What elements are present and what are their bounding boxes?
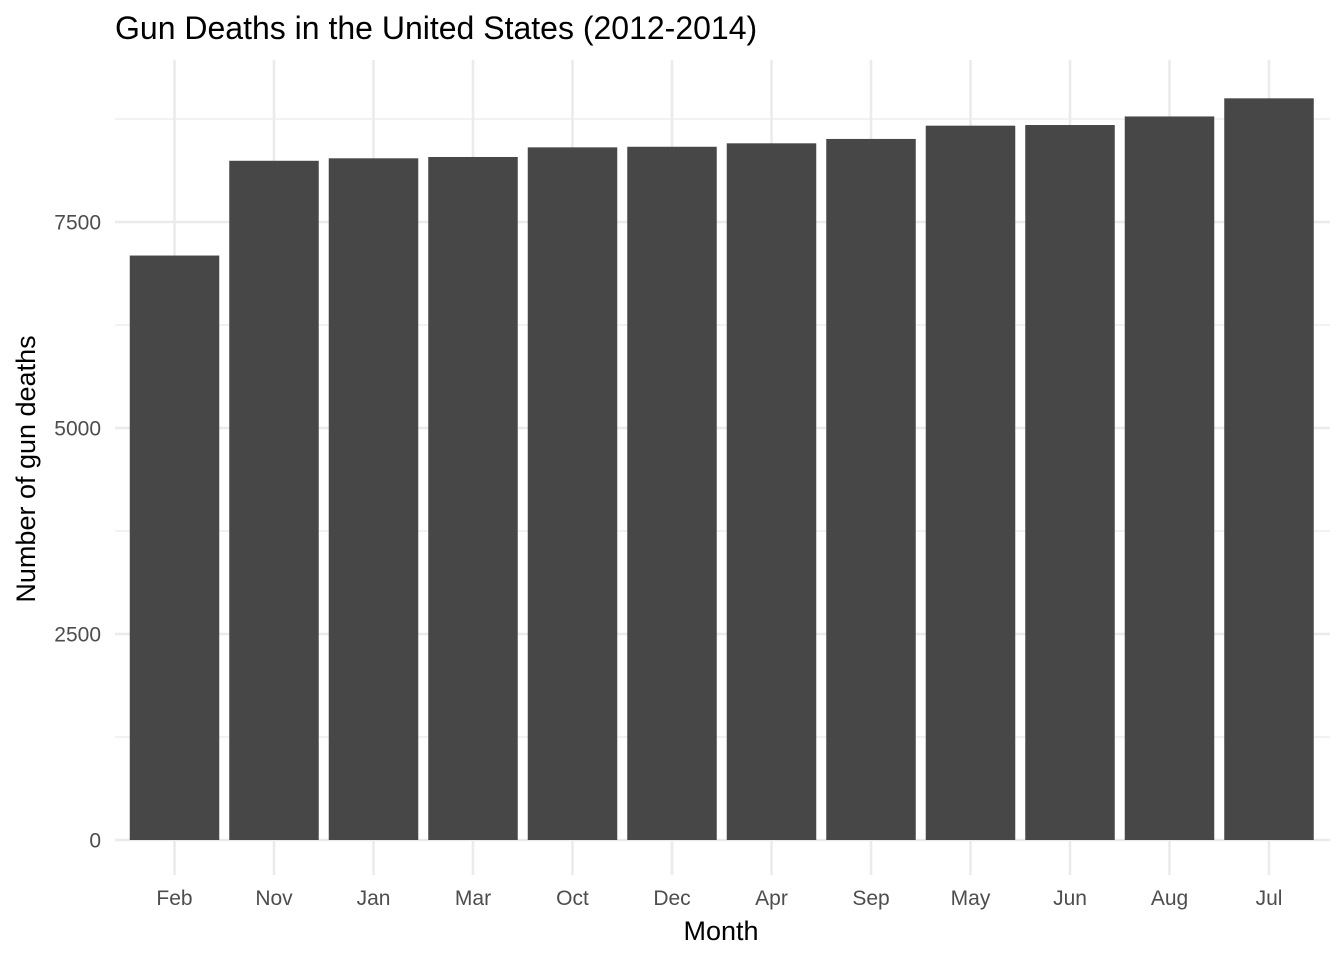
x-tick-label: Jun <box>1053 887 1087 910</box>
bar-jul <box>1224 98 1314 840</box>
bar-jan <box>328 158 419 840</box>
x-tick-label: Apr <box>755 887 788 910</box>
y-axis-title: Number of gun deaths <box>11 335 41 602</box>
x-tick-label: Sep <box>852 887 889 910</box>
y-tick-label: 0 <box>89 830 101 853</box>
bar-aug <box>1124 116 1215 840</box>
x-tick-label: Feb <box>156 887 192 910</box>
x-tick-label: Oct <box>556 887 589 910</box>
y-tick-label: 2500 <box>54 624 101 647</box>
bar-apr <box>726 143 817 841</box>
bar-oct <box>527 147 618 841</box>
x-axis-ticks: Feb Nov Jan Mar Oct Dec Apr Sep May Jun Aug Jul <box>156 887 1282 910</box>
x-tick-label: Aug <box>1151 887 1188 910</box>
bar-mar <box>428 156 518 841</box>
x-tick-label: May <box>951 887 991 910</box>
x-tick-label: Jan <box>357 887 391 910</box>
x-axis-title: Month <box>683 916 758 946</box>
bar-dec <box>627 146 717 840</box>
x-tick-label: Dec <box>653 887 690 910</box>
x-tick-label: Jul <box>1256 887 1283 910</box>
chart-title: Gun Deaths in the United States (2012-20… <box>115 10 757 46</box>
x-tick-label: Nov <box>255 887 293 910</box>
bar-sep <box>826 138 916 840</box>
y-axis-ticks: 0 2500 5000 7500 <box>54 212 101 853</box>
y-tick-label: 5000 <box>54 418 101 441</box>
x-tick-label: Mar <box>455 887 491 910</box>
bar-may <box>925 125 1016 841</box>
bar-nov <box>229 160 319 840</box>
bar-jun <box>1025 125 1115 840</box>
y-tick-label: 7500 <box>54 212 101 235</box>
bar-feb <box>129 255 220 840</box>
bars <box>129 98 1314 841</box>
